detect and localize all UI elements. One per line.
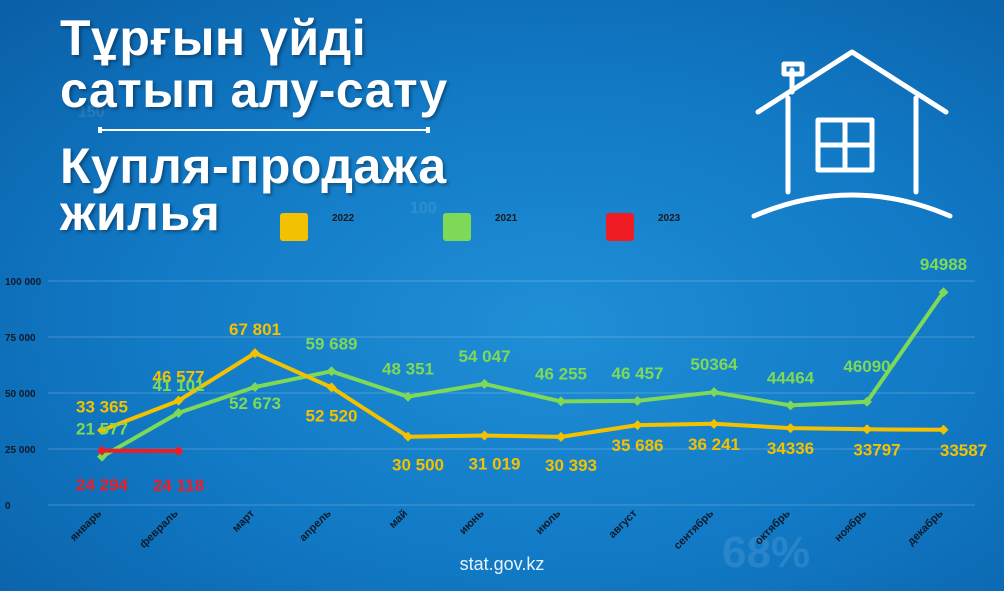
legend-label-2022: 2022: [332, 213, 355, 224]
data-label-2021-jun: 54 047: [459, 347, 511, 366]
background-number-b: 100: [410, 200, 437, 217]
x-tick-label-mar: март: [230, 507, 257, 534]
point-2023-jan: [97, 445, 107, 456]
data-label-2022-aug: 35 686: [612, 436, 664, 455]
point-2022-oct: [785, 423, 796, 434]
point-2022-jun: [479, 430, 490, 441]
data-label-2021-mar: 52 673: [229, 394, 281, 413]
point-2022-nov: [862, 424, 872, 435]
point-2022-may: [403, 431, 413, 442]
data-label-2022-may: 30 500: [392, 456, 444, 475]
title-kazakh-line-2: сатып алу-сату: [60, 62, 448, 118]
title-russian-line-2: жилья: [60, 185, 221, 241]
x-tick-label-sep: сентябрь: [672, 507, 717, 552]
point-2021-nov: [862, 396, 872, 407]
data-label-2023-jan: 24 294: [76, 476, 129, 495]
legend-label-2021: 2021: [495, 213, 518, 224]
data-label-2021-may: 48 351: [382, 360, 434, 379]
y-tick-label-50000: 50 000: [5, 389, 36, 400]
point-2021-aug: [632, 395, 643, 406]
point-2022-mar: [250, 348, 260, 359]
point-2021-apr: [326, 366, 337, 377]
point-2022-feb: [173, 395, 184, 406]
y-tick-label-25000: 25 000: [5, 445, 36, 456]
data-label-2022-mar: 67 801: [229, 320, 281, 339]
x-tick-label-jun: июнь: [457, 507, 487, 537]
house-icon: [751, 49, 953, 219]
point-2022-apr: [326, 382, 337, 393]
point-2021-mar: [250, 382, 260, 393]
background-percent: 68%: [722, 528, 811, 577]
data-label-2022-sep: 36 241: [688, 435, 740, 454]
data-label-2021-apr: 59 689: [306, 334, 358, 353]
title-kazakh-line-1: Тұрғын үйді: [60, 10, 367, 66]
y-tick-label-100000: 100 000: [5, 277, 42, 288]
data-label-2022-jul: 30 393: [545, 456, 597, 475]
title-divider: [98, 127, 430, 133]
data-label-2022-jun: 31 019: [469, 455, 521, 474]
legend-swatch-2022: [280, 213, 308, 241]
x-tick-label-dec: декабрь: [905, 507, 945, 547]
data-label-2021-oct: 44464: [767, 368, 815, 387]
data-label-2022-nov: 33797: [853, 440, 900, 459]
point-2022-jan: [97, 425, 107, 436]
x-tick-label-jan: январь: [68, 507, 104, 543]
x-tick-label-oct: октябрь: [753, 507, 793, 547]
data-label-2022-apr: 52 520: [306, 406, 358, 425]
point-2021-dec: [938, 287, 949, 298]
data-label-2022-dec: 33587: [940, 441, 987, 460]
x-tick-label-may: май: [387, 508, 410, 531]
x-tick-label-apr: апрель: [297, 507, 333, 543]
x-tick-label-feb: февраль: [138, 507, 181, 550]
point-2022-aug: [632, 420, 643, 431]
x-tick-label-aug: август: [607, 507, 641, 541]
point-2023-feb: [173, 445, 184, 456]
x-tick-label-nov: ноябрь: [832, 507, 869, 544]
series-line-2021: [100, 290, 946, 459]
data-label-2022-oct: 34336: [767, 439, 814, 458]
data-label-2022-jan: 33 365: [76, 397, 128, 416]
y-tick-label-0: 0: [5, 501, 11, 512]
point-2021-oct: [785, 400, 796, 411]
point-2021-sep: [709, 387, 719, 398]
point-2022-jul: [556, 431, 566, 442]
data-label-2021-sep: 50364: [690, 355, 738, 374]
legend-swatch-2023: [606, 213, 634, 241]
x-tick-label-jul: июль: [534, 507, 564, 537]
series-line-2022: [100, 351, 946, 439]
title-russian-line-1: Купля-продажа: [60, 138, 447, 194]
point-2021-may: [403, 391, 413, 402]
point-2022-dec: [938, 424, 949, 435]
data-label-2021-jul: 46 255: [535, 364, 587, 383]
background-number-a: 150: [78, 104, 105, 121]
data-label-2021-dec: 94988: [920, 255, 967, 274]
legend-label-2023: 2023: [658, 213, 681, 224]
point-2021-jan: [97, 451, 107, 462]
source-footer: stat.gov.kz: [459, 554, 545, 574]
data-label-2021-aug: 46 457: [612, 364, 664, 383]
point-2022-sep: [709, 418, 719, 429]
data-label-2021-jan: 21 577: [76, 420, 128, 439]
point-2021-jun: [479, 378, 490, 389]
data-label-2021-nov: 46090: [843, 357, 890, 376]
y-tick-label-75000: 75 000: [5, 333, 36, 344]
point-2021-feb: [173, 407, 184, 418]
data-label-2022-feb: 46 577: [153, 368, 205, 387]
legend-swatch-2021: [443, 213, 471, 241]
data-label-2021-feb: 41 101: [153, 376, 205, 395]
point-2021-jul: [556, 396, 566, 407]
data-label-2023-feb: 24 118: [153, 476, 204, 495]
